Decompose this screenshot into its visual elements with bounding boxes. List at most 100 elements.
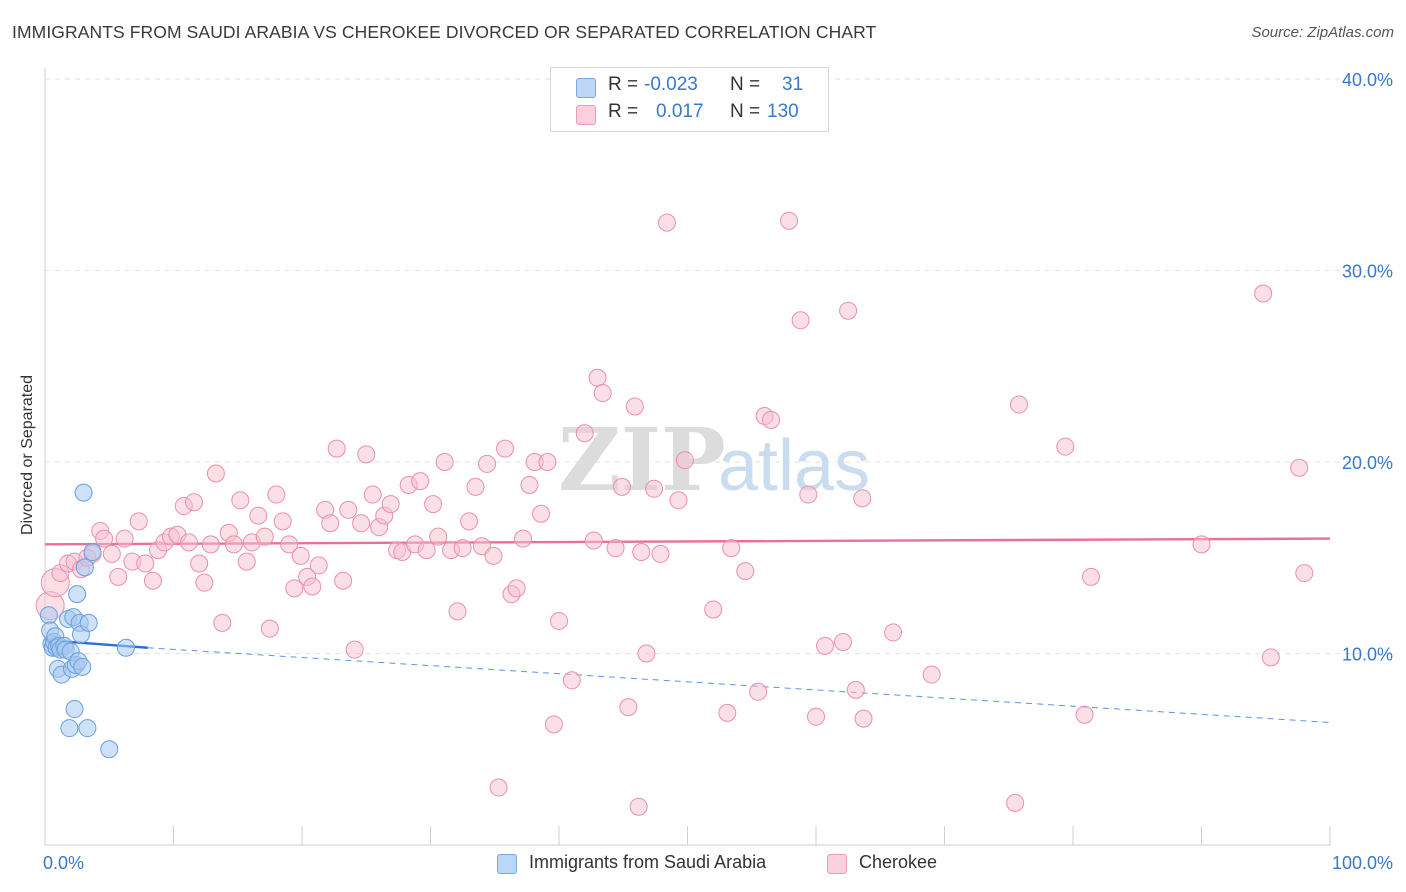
- cherokee-point: [453, 539, 472, 558]
- saudi-arabia-trend-extension: [147, 647, 1331, 723]
- legend-r-label: R =: [608, 101, 639, 122]
- saudi-arabia-point: [79, 613, 98, 632]
- cherokee-point: [472, 537, 491, 556]
- legend-row-saudi-arabia: R = -0.023 N = 31: [551, 74, 828, 100]
- x-tick-label: 0.0%: [43, 853, 84, 873]
- cherokee-point: [651, 544, 670, 563]
- cherokee-point: [612, 477, 631, 496]
- cherokee-point: [206, 464, 225, 483]
- cherokee-point: [625, 397, 644, 416]
- cherokee-point: [303, 577, 322, 596]
- cherokee-point: [478, 454, 497, 473]
- cherokee-point: [669, 491, 688, 510]
- cherokee-point: [562, 671, 581, 690]
- cherokee-point: [267, 485, 286, 504]
- cherokee-point: [675, 451, 694, 470]
- saudi-arabia-point: [39, 606, 58, 625]
- cherokee-point: [345, 640, 364, 659]
- cherokee-point: [1261, 648, 1280, 667]
- cherokee-point: [815, 636, 834, 655]
- cherokee-point: [363, 485, 382, 504]
- cherokee-point: [102, 544, 121, 563]
- cherokee-point: [109, 567, 128, 586]
- cherokee-point: [853, 489, 872, 508]
- saudi-arabia-point: [74, 483, 93, 502]
- legend-swatch-pink: [576, 105, 596, 125]
- cherokee-point: [381, 495, 400, 514]
- cherokee-point: [839, 301, 858, 320]
- cherokee-point: [424, 495, 443, 514]
- cherokee-point: [357, 445, 376, 464]
- cherokee-point: [411, 472, 430, 491]
- cherokee-point: [736, 562, 755, 581]
- saudi-arabia-point: [60, 719, 79, 738]
- cherokee-point: [550, 611, 568, 630]
- cherokee-point: [334, 571, 353, 590]
- legend-r-value: -0.023: [644, 74, 698, 95]
- cherokee-point: [632, 543, 651, 562]
- cherokee-point: [255, 527, 274, 546]
- cherokee-point: [231, 491, 250, 510]
- legend-r-label: R =: [608, 74, 639, 95]
- legend-swatch-blue: [497, 854, 517, 874]
- cherokee-point: [1290, 458, 1309, 477]
- saudi-arabia-points: [39, 483, 135, 759]
- cherokee-point: [1006, 793, 1025, 812]
- cherokee-point: [285, 579, 304, 598]
- cherokee-point: [846, 680, 865, 699]
- cherokee-point: [657, 213, 676, 232]
- cherokee-point: [606, 539, 625, 558]
- cherokee-point: [195, 573, 214, 592]
- cherokee-point: [1081, 567, 1100, 586]
- legend-n-value: 130: [767, 101, 799, 122]
- saudi-arabia-point: [75, 558, 94, 577]
- cherokee-point: [532, 504, 551, 523]
- cherokee-point: [854, 709, 873, 728]
- saudi-arabia-point: [100, 740, 119, 759]
- cherokee-point: [884, 623, 903, 642]
- axes: [44, 68, 1331, 846]
- cherokee-point: [922, 665, 941, 684]
- cherokee-point: [1192, 535, 1211, 554]
- grid-lines: [45, 78, 1393, 654]
- cherokee-point: [538, 453, 557, 471]
- cherokee-point: [1056, 437, 1075, 456]
- cherokee-point: [1254, 284, 1273, 303]
- legend-n-value: 31: [782, 74, 804, 95]
- cherokee-point: [780, 211, 799, 230]
- cherokee-point: [460, 512, 479, 531]
- cherokee-point: [179, 533, 198, 552]
- y-tick-label: 40.0%: [1342, 70, 1393, 90]
- cherokee-point: [619, 698, 638, 717]
- cherokee-point: [1075, 705, 1094, 724]
- cherokee-point: [507, 579, 526, 598]
- cherokee-point: [1295, 564, 1314, 583]
- cherokee-point: [224, 535, 243, 554]
- cherokee-point: [201, 535, 220, 554]
- cherokee-point: [575, 424, 594, 443]
- tick-labels: 10.0% 20.0% 30.0% 40.0% 0.0% 100.0%: [43, 70, 1393, 873]
- cherokee-point: [466, 477, 485, 496]
- legend-row-cherokee: R = 0.017 N = 130: [551, 101, 828, 127]
- cherokee-point: [448, 602, 467, 621]
- x-tick-label: 100.0%: [1332, 853, 1393, 873]
- saudi-arabia-point: [116, 638, 135, 657]
- cherokee-point: [749, 682, 768, 701]
- cherokee-point: [143, 571, 162, 590]
- cherokee-point: [722, 539, 741, 558]
- cherokee-point: [429, 527, 448, 546]
- cherokee-point: [484, 546, 503, 565]
- cherokee-point: [417, 541, 436, 560]
- cherokee-point: [762, 410, 781, 429]
- cherokee-point: [489, 778, 508, 797]
- trend-lines: [44, 537, 1331, 723]
- cherokee-point: [718, 703, 737, 722]
- cherokee-point: [249, 506, 268, 525]
- cherokee-point: [136, 554, 155, 573]
- cherokee-point: [260, 619, 279, 638]
- y-tick-label: 30.0%: [1342, 262, 1393, 282]
- cherokee-point: [593, 384, 612, 403]
- legend-label-cherokee: Cherokee: [859, 852, 938, 872]
- cherokee-point: [129, 512, 148, 531]
